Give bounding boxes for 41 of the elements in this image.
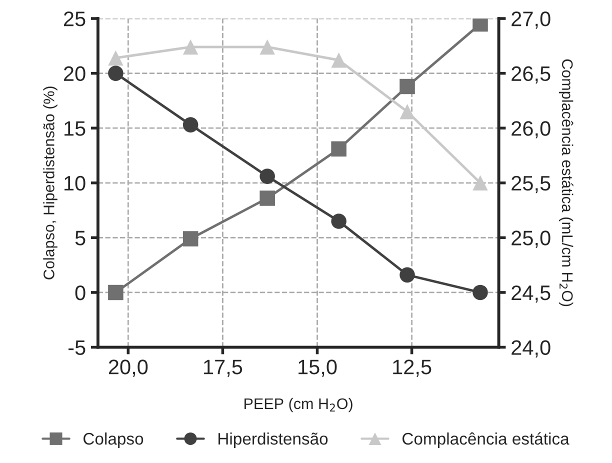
y2-tick-label: 25,0 — [512, 230, 550, 248]
y2-tick-label: 25,5 — [512, 176, 550, 194]
x-tick-label: 17,5 — [204, 360, 242, 377]
point — [400, 104, 415, 120]
legend-label: Hiperdistensão — [218, 432, 328, 448]
point — [182, 117, 198, 132]
point — [400, 267, 415, 283]
point — [182, 39, 198, 55]
y2-tick-label: 26,0 — [512, 121, 550, 138]
point — [108, 284, 124, 300]
legend-label: Colapso — [84, 432, 144, 448]
y2-tick-label: 27,0 — [512, 12, 550, 29]
y-axis-title: Colapso, Hiperdistensão (%) — [43, 86, 58, 280]
y-tick-label: 0 — [75, 285, 86, 300]
x-tick-label: 12,5 — [393, 360, 432, 377]
point — [472, 284, 488, 300]
y2-tick-label: 24,0 — [512, 340, 550, 358]
y-tick-label: 10 — [64, 176, 86, 191]
y2-tick-label: 24,5 — [512, 285, 550, 303]
y-tick-label: 20 — [64, 66, 86, 82]
x-tick-label: 15,0 — [298, 360, 337, 377]
y2-axis-title: Complacência estática (mL/cm H$_{2}$O) — [558, 59, 574, 306]
point — [331, 141, 346, 157]
legend-label: Complacência estática — [402, 432, 570, 448]
point — [400, 78, 415, 94]
point — [260, 190, 275, 206]
x-axis-title: PEEP (cm H$_{2}$O) — [244, 398, 352, 412]
point — [472, 175, 488, 191]
x-tick-label: 20,0 — [108, 360, 148, 377]
y-tick-label: 25 — [64, 12, 86, 26]
y-tick-label: -5 — [68, 340, 86, 356]
point — [260, 168, 275, 184]
point — [331, 52, 346, 68]
y-tick-label: 15 — [64, 121, 86, 136]
point — [182, 231, 198, 246]
point — [108, 66, 124, 81]
point — [331, 214, 346, 229]
point — [108, 50, 124, 66]
y2-tick-label: 26,5 — [512, 66, 550, 84]
y-tick-label: 5 — [75, 230, 86, 246]
point — [260, 39, 275, 55]
